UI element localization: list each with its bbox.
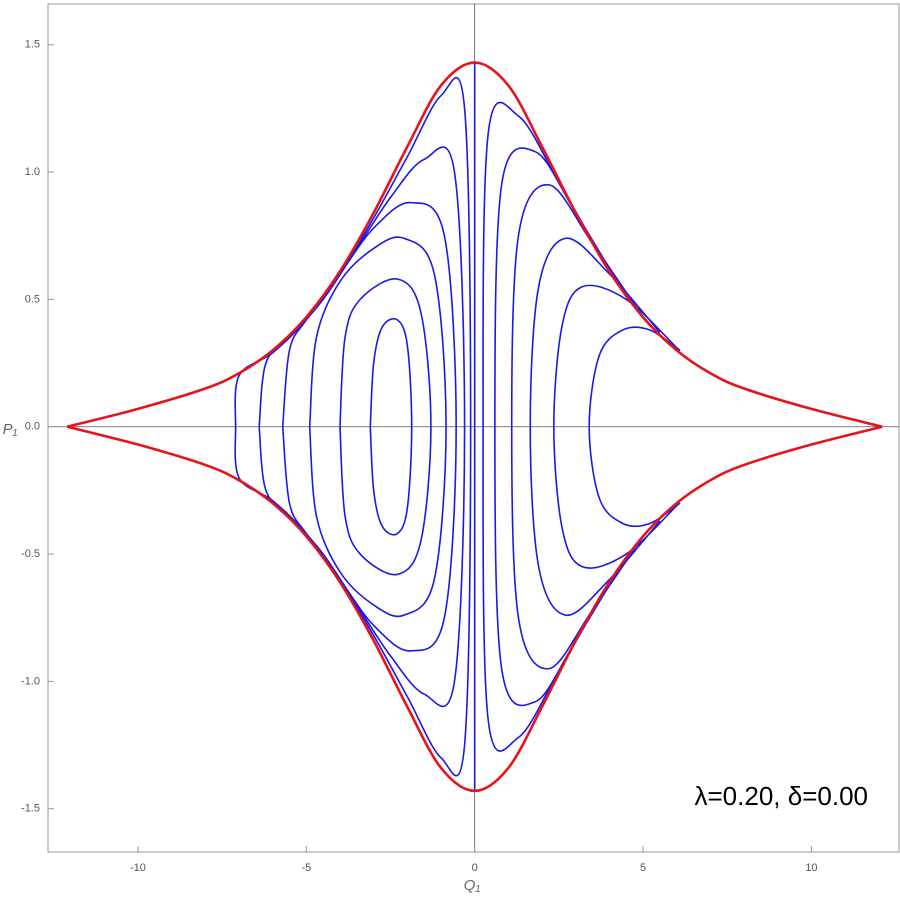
x-tick-label: 0 [472, 862, 478, 874]
y-tick-label: 1.0 [25, 166, 40, 178]
x-axis-title: Q₁ [464, 877, 481, 894]
y-tick-label: -0.5 [21, 548, 40, 560]
y-axis-title: P₁ [3, 421, 18, 438]
x-tick-label: 5 [640, 862, 646, 874]
curve [308, 236, 447, 618]
y-tick-label: -1.5 [21, 803, 40, 815]
annotation: λ=0.20, δ=0.00 [695, 781, 869, 811]
curve [66, 61, 883, 428]
plot-frame [47, 3, 900, 853]
curve [234, 76, 472, 777]
x-tick-label: 10 [805, 862, 817, 874]
curve [529, 237, 661, 616]
curve [510, 184, 644, 670]
curve [339, 278, 432, 576]
x-tick-label: -10 [130, 862, 146, 874]
y-tick-label: 0.5 [25, 293, 40, 305]
curve [553, 284, 678, 569]
y-tick-label: 0.0 [25, 421, 40, 433]
curve [588, 326, 681, 528]
curve [482, 101, 611, 752]
y-tick-label: -1.0 [21, 675, 40, 687]
curve [66, 425, 883, 793]
y-tick-label: 1.5 [25, 39, 40, 51]
curve [369, 317, 413, 536]
x-tick-label: -5 [301, 862, 311, 874]
